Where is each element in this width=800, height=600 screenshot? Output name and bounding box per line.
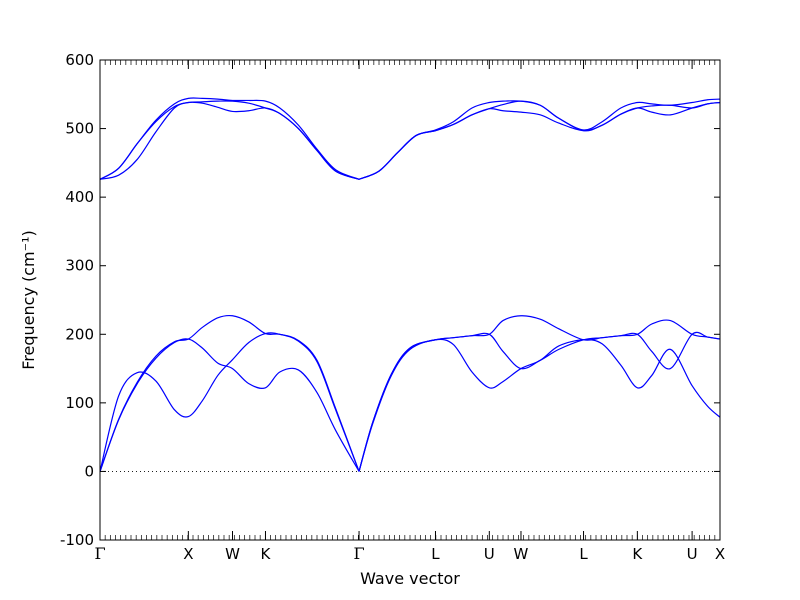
plot-frame [99,59,721,541]
x-tick-label: K [632,545,643,563]
dispersion-branch-3 [99,314,360,472]
dispersion-branch-5 [358,331,721,472]
dispersion-branch-2 [99,332,360,472]
dispersion-branch-11 [358,100,721,180]
dispersion-branch-9 [99,97,360,180]
x-tick-label: W [514,545,529,563]
dispersion-curves [99,97,721,472]
x-tick-label: U [687,545,698,563]
y-tick-label: 600 [65,51,94,69]
x-tick-label: L [431,545,440,563]
y-tick-label: -100 [60,531,94,549]
dispersion-branch-10 [358,101,721,180]
x-tick-label: L [579,545,588,563]
x-tick-label: W [225,545,240,563]
dispersion-branch-1 [99,338,360,472]
x-tick-label: Γ [94,544,105,563]
y-tick-label: 400 [65,188,94,206]
x-tick-label: K [261,545,272,563]
dispersion-branch-8 [99,100,360,180]
y-tick-label: 100 [65,394,94,412]
x-tick-label: X [183,545,193,563]
x-tick-label: U [484,545,495,563]
dispersion-branch-12 [358,98,721,180]
y-tick-label: 300 [65,257,94,275]
y-axis-label: Frequency (cm⁻¹) [19,230,38,369]
dispersion-branch-4 [358,338,721,472]
x-tick-label: Γ [353,544,364,563]
y-tick-label: 0 [84,462,94,480]
dispersion-branch-6 [358,315,721,472]
x-tick-label: X [715,545,725,563]
y-tick-label: 200 [65,325,94,343]
x-axis-label: Wave vector [360,569,460,588]
y-tick-label: 500 [65,120,94,138]
